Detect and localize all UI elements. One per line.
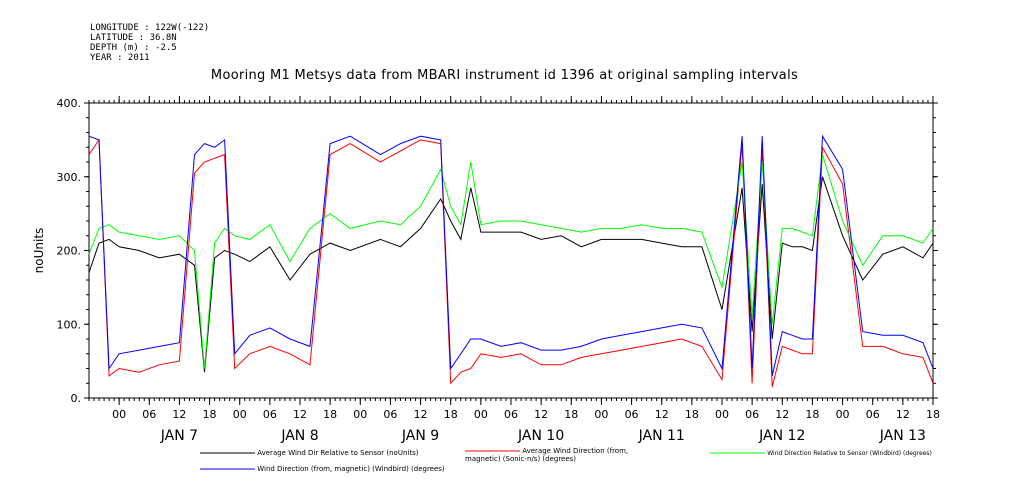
x-tick-label: 18 [444,408,458,421]
x-tick-label: 00 [836,408,850,421]
legend-swatch-0 [200,452,255,454]
day-label: JAN 10 [517,428,564,444]
day-label: JAN 9 [401,428,439,444]
legend-entry-2: Wind Direction Relative to Sensor (Windb… [710,449,932,458]
metadata-header: LONGITUDE : 122W(-122) LATITUDE : 36.8N … [90,23,209,63]
series-line-0 [88,176,934,373]
x-tick-label: 00 [715,408,729,421]
legend-entry-1: Average Wind Direction (from, magnetic) … [465,447,665,463]
x-tick-label: 00 [233,408,247,421]
series-line-2 [88,154,934,369]
legend-entry-3: Wind Direction (from, magnetic) (Windbir… [200,465,460,473]
y-tick-label: 400. [57,97,82,110]
x-tick-label: 06 [866,408,880,421]
chart-title: Mooring M1 Metsys data from MBARI instru… [210,68,799,83]
year-text: YEAR : 2011 [90,53,150,63]
day-label: JAN 11 [638,428,685,444]
x-tick-label: 00 [594,408,608,421]
x-tick-label: 00 [112,408,126,421]
y-tick-label: 0. [71,392,82,405]
x-tick-label: 12 [534,408,548,421]
legend-swatch-1 [465,450,520,452]
x-tick-label: 12 [414,408,428,421]
day-label: JAN 7 [160,428,198,444]
series-line-1 [88,138,934,388]
x-tick-label: 00 [353,408,367,421]
y-tick-label: 100. [57,318,82,331]
x-tick-label: 18 [685,408,699,421]
x-tick-label: 18 [805,408,819,421]
x-tick-label: 06 [625,408,639,421]
legend-label-2: Wind Direction Relative to Sensor (Windb… [767,450,932,457]
series-line-3 [88,134,934,377]
y-tick-label: 300. [57,171,82,184]
day-label: JAN 13 [879,428,926,444]
latitude-text: LATITUDE : 36.8N [90,33,177,43]
x-tick-label: 06 [745,408,759,421]
x-tick-label: 06 [142,408,156,421]
x-tick-label: 12 [655,408,669,421]
x-tick-label: 06 [383,408,397,421]
legend-label-0: Average Wind Dir Relative to Sensor (noU… [257,449,419,457]
legend-label-1: Average Wind Direction (from, magnetic) … [465,447,629,463]
x-tick-label: 00 [474,408,488,421]
x-tick-label: 12 [775,408,789,421]
x-tick-label: 18 [203,408,217,421]
x-tick-label: 18 [323,408,337,421]
x-tick-label: 06 [263,408,277,421]
x-tick-label: 18 [564,408,578,421]
y-tick-label: 200. [57,245,82,258]
legend-entry-0: Average Wind Dir Relative to Sensor (noU… [200,449,418,457]
depth-text: DEPTH (m) : -2.5 [90,43,177,53]
legend-swatch-3 [200,468,255,470]
legend-label-3: Wind Direction (from, magnetic) (Windbir… [257,465,445,473]
day-label: JAN 12 [758,428,805,444]
day-label: JAN 8 [280,428,318,444]
x-tick-label: 12 [896,408,910,421]
y-axis-label: noUnits [32,228,46,274]
x-tick-label: 12 [293,408,307,421]
longitude-text: LONGITUDE : 122W(-122) [90,23,210,33]
legend-swatch-2 [710,452,765,454]
x-tick-label: 12 [172,408,186,421]
x-tick-label: 18 [926,408,940,421]
x-tick-label: 06 [504,408,518,421]
